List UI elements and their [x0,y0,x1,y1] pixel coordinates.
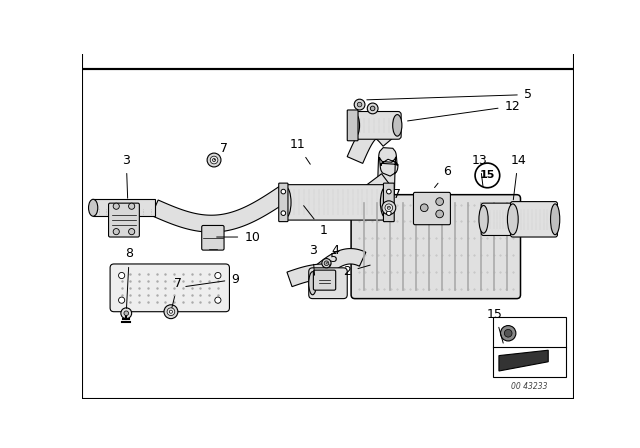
Text: 6: 6 [435,165,451,188]
Ellipse shape [88,199,98,216]
FancyBboxPatch shape [109,203,140,237]
FancyBboxPatch shape [351,195,520,299]
FancyBboxPatch shape [493,317,566,377]
Ellipse shape [308,271,316,295]
Circle shape [324,261,329,266]
Polygon shape [499,350,548,371]
Text: 2: 2 [343,265,370,278]
FancyBboxPatch shape [383,183,394,222]
FancyBboxPatch shape [308,268,348,299]
Ellipse shape [393,115,402,136]
Circle shape [124,311,129,315]
FancyBboxPatch shape [314,270,336,290]
Polygon shape [351,174,390,208]
Ellipse shape [380,187,391,218]
FancyBboxPatch shape [284,185,388,220]
Circle shape [500,326,516,341]
Circle shape [129,228,135,235]
FancyBboxPatch shape [511,202,557,237]
Circle shape [436,210,444,218]
Text: 7: 7 [214,142,228,160]
Circle shape [170,310,172,313]
Polygon shape [378,148,398,202]
FancyBboxPatch shape [202,225,224,250]
Text: 11: 11 [289,138,310,164]
Circle shape [207,153,221,167]
Text: 5: 5 [367,88,532,101]
FancyBboxPatch shape [353,112,401,139]
Circle shape [281,211,285,215]
Circle shape [322,258,331,268]
Circle shape [504,329,512,337]
Circle shape [113,228,119,235]
Circle shape [281,190,285,194]
Text: 13: 13 [472,154,488,187]
Circle shape [113,203,119,209]
Circle shape [164,305,178,319]
Ellipse shape [479,206,488,233]
Text: 9: 9 [186,273,239,286]
Text: 12: 12 [408,99,521,121]
Circle shape [118,272,125,279]
Circle shape [212,159,216,162]
Text: 5: 5 [326,252,338,265]
Circle shape [354,99,365,110]
Polygon shape [347,122,396,164]
Text: 4: 4 [330,244,340,266]
Circle shape [371,106,375,111]
Circle shape [420,204,428,211]
Text: 15: 15 [487,307,503,343]
Circle shape [387,211,391,215]
Circle shape [382,201,396,215]
Text: 7: 7 [389,188,401,208]
Circle shape [475,163,500,188]
Circle shape [167,308,175,315]
Text: 10: 10 [217,231,260,244]
Ellipse shape [508,204,518,235]
Text: 15: 15 [480,170,495,181]
Circle shape [210,156,218,164]
Circle shape [436,198,444,206]
FancyBboxPatch shape [511,207,538,235]
FancyBboxPatch shape [413,192,451,225]
Polygon shape [287,264,324,287]
Text: 00 43233: 00 43233 [511,382,547,391]
Text: 3: 3 [122,154,130,198]
Circle shape [215,297,221,303]
Ellipse shape [280,187,291,218]
Circle shape [387,206,390,209]
Polygon shape [316,249,366,278]
Text: 7: 7 [172,277,182,308]
Circle shape [385,204,393,211]
FancyBboxPatch shape [348,110,358,141]
Text: 3: 3 [308,244,317,275]
FancyBboxPatch shape [279,183,288,222]
Circle shape [121,308,132,319]
Text: 8: 8 [125,247,133,308]
Ellipse shape [509,206,516,233]
Circle shape [367,103,378,114]
Ellipse shape [550,204,560,235]
Circle shape [215,272,221,279]
Text: 14: 14 [510,154,526,200]
Text: 1: 1 [303,206,327,237]
Polygon shape [93,199,155,216]
Polygon shape [152,185,291,232]
Circle shape [118,297,125,303]
Ellipse shape [352,115,360,136]
FancyBboxPatch shape [481,203,515,236]
Circle shape [387,190,391,194]
Circle shape [129,203,135,209]
Circle shape [357,102,362,107]
FancyBboxPatch shape [110,264,230,312]
